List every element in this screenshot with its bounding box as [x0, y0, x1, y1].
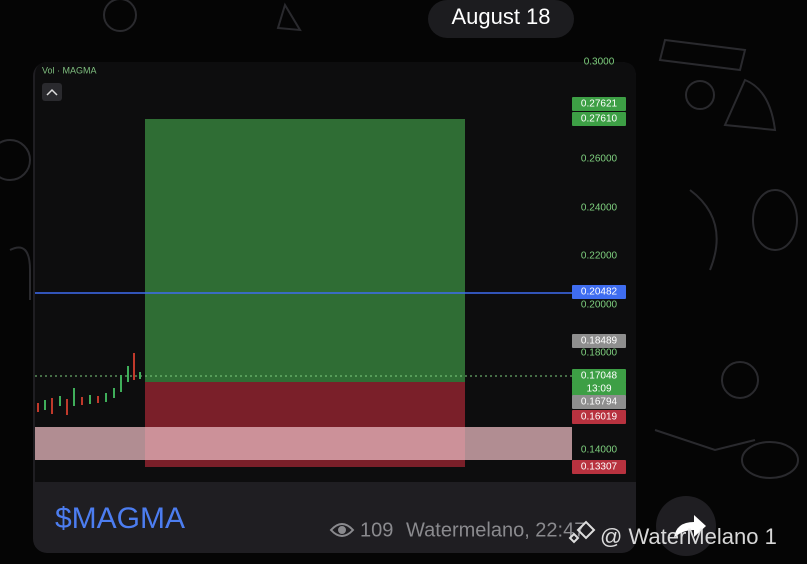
price-tag	[572, 460, 626, 474]
price-tag-text: 0.17048	[581, 371, 618, 382]
price-label: 0.22000	[581, 251, 618, 262]
price-label: 0.14000	[581, 445, 618, 456]
message-link[interactable]: $MAGMA	[55, 502, 185, 535]
views-count: 109	[360, 519, 393, 541]
share-icon	[674, 515, 706, 538]
price-tag-text: 0.13307	[581, 462, 618, 473]
collapse-button[interactable]	[42, 83, 62, 101]
price-tag-text: 0.27621	[581, 99, 618, 110]
price-tag-text: 0.16019	[581, 412, 618, 423]
message-meta: Watermelano, 22:47	[406, 519, 585, 541]
price-label: 0.3000	[584, 57, 615, 68]
indicator-label: Vol · MAGMA	[42, 65, 97, 75]
price-tag	[572, 112, 626, 126]
support-band	[35, 427, 572, 460]
candles	[37, 353, 141, 415]
doodles	[0, 0, 799, 479]
views-icon	[329, 523, 355, 537]
collapse-icon	[46, 88, 58, 96]
price-tag	[572, 395, 626, 409]
price-tag	[572, 97, 626, 111]
price-tag	[572, 410, 626, 424]
price-axis: 0.3000 0.27621 0.27610 0.26000 0.24000 0.2200…	[572, 57, 626, 474]
price-label: 0.18000	[581, 348, 618, 359]
price-tag-text: 0.20482	[581, 287, 618, 298]
watermark: @ WaterMelano 1	[600, 524, 777, 549]
price-label: 0.20000	[581, 300, 618, 311]
price-tag	[572, 369, 626, 383]
price-tag	[572, 334, 626, 348]
price-tag-text: 13:09	[586, 384, 611, 395]
price-tag-text: 0.16794	[581, 397, 618, 408]
price-tag	[572, 382, 626, 396]
price-tag-text: 0.27610	[581, 114, 618, 125]
price-label: 0.24000	[581, 203, 618, 214]
profit-zone	[145, 119, 465, 382]
watermark-logo	[568, 520, 596, 544]
price-label: 0.26000	[581, 154, 618, 165]
date-pill	[428, 0, 574, 38]
price-tag-text: 0.18489	[581, 336, 618, 347]
price-tag	[572, 285, 626, 299]
date-text: August 18	[451, 4, 550, 29]
